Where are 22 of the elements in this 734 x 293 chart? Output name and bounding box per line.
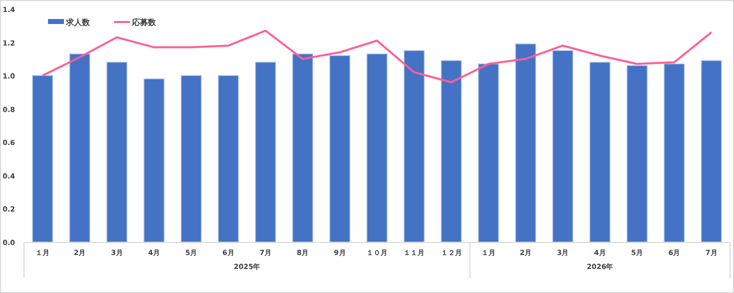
- bar: [329, 55, 350, 242]
- bar: [515, 44, 536, 242]
- bar: [180, 75, 202, 242]
- legend-label: 求人数: [65, 18, 91, 27]
- legend-label: 応募数: [131, 17, 157, 27]
- line-series: [42, 30, 712, 84]
- bar: [255, 62, 276, 242]
- bar: [664, 64, 685, 242]
- bar: [106, 62, 128, 242]
- bar: [144, 78, 164, 242]
- bar: [69, 54, 90, 242]
- bar: [218, 75, 239, 242]
- bar: [32, 75, 54, 242]
- bar: [552, 50, 574, 242]
- bar: [404, 50, 425, 242]
- bar: [292, 54, 314, 242]
- bar: [440, 60, 462, 242]
- bar: [478, 64, 499, 242]
- bar: [366, 54, 388, 242]
- bar: [590, 62, 610, 242]
- bar: [626, 65, 648, 242]
- bar: [700, 60, 722, 242]
